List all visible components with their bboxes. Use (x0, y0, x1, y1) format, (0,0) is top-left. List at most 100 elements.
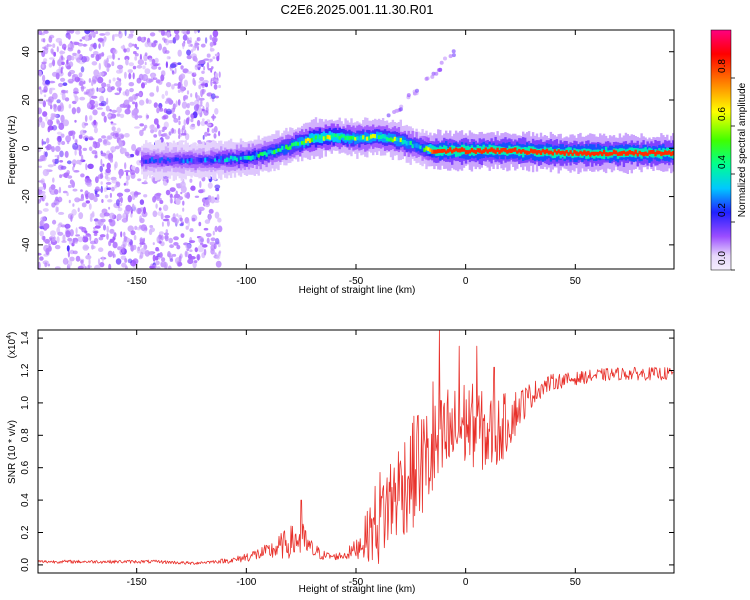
noise-speck (209, 58, 213, 62)
noise-speck (52, 219, 57, 225)
noise-speck (204, 131, 208, 137)
ridge-cell (152, 159, 156, 164)
ridge-cell (275, 149, 278, 153)
ridge-cell (522, 149, 525, 153)
noise-speck (65, 135, 71, 143)
noise-speck (121, 262, 127, 268)
noise-speck (116, 113, 121, 117)
ridge-cell (273, 149, 276, 155)
snr-series-line (38, 330, 674, 565)
noise-speck (106, 177, 111, 182)
colorbar-tick-label: 0.8 (717, 59, 728, 73)
noise-speck (84, 30, 91, 35)
noise-speck (74, 95, 79, 102)
ridge-cell (610, 152, 614, 156)
noise-speck (60, 77, 66, 82)
noise-speck (107, 136, 111, 139)
noise-speck (71, 100, 77, 105)
ridge-cell (283, 146, 286, 150)
noise-speck (174, 193, 181, 198)
noise-speck (85, 254, 92, 260)
noise-speck (42, 208, 49, 212)
ridge-cell (492, 148, 495, 153)
noise-speck (187, 253, 193, 260)
snr-x-tick-label: 50 (570, 577, 582, 588)
noise-speck (98, 72, 105, 76)
noise-speck (95, 220, 102, 226)
ridge-cell (466, 145, 470, 153)
noise-speck (61, 89, 67, 94)
noise-speck (130, 212, 133, 218)
ridge-cell (354, 137, 357, 141)
noise-speck (183, 119, 187, 126)
noise-speck (38, 70, 41, 76)
noise-speck (125, 204, 132, 212)
ridge-cell (514, 147, 517, 152)
noise-speck (144, 250, 150, 257)
ridge-cell (237, 155, 241, 161)
noise-speck (149, 124, 155, 130)
noise-speck (59, 49, 64, 56)
ridge-cell (612, 149, 616, 155)
echo-speck (386, 113, 391, 118)
ridge-cell (306, 137, 310, 146)
noise-speck (130, 165, 136, 170)
ridge-cell (265, 152, 268, 157)
noise-speck (92, 109, 98, 116)
ridge-cell (224, 158, 227, 163)
noise-speck (50, 230, 56, 237)
noise-speck (132, 65, 137, 70)
noise-speck (151, 58, 156, 66)
noise-speck (41, 154, 47, 162)
noise-speck (153, 118, 159, 125)
noise-speck (161, 257, 166, 262)
noise-speck (99, 95, 104, 103)
colorbar: 0.0 0.2 0.4 0.6 0.8 Normalized spectral ampl… (710, 29, 748, 271)
noise-speck (100, 150, 103, 155)
noise-speck (173, 236, 179, 241)
ridge-cell (156, 158, 160, 163)
noise-speck (91, 61, 98, 66)
noise-speck (66, 170, 70, 175)
ridge-cell (585, 151, 588, 157)
noise-speck (177, 99, 181, 106)
ridge-cell (427, 147, 430, 151)
ridge-cell (518, 148, 521, 153)
noise-speck (214, 79, 218, 82)
noise-speck (80, 66, 85, 73)
noise-speck (91, 211, 95, 217)
noise-speck (127, 195, 132, 203)
noise-speck (204, 219, 211, 224)
noise-speck (198, 60, 205, 65)
noise-speck (108, 218, 113, 223)
noise-speck (170, 63, 177, 69)
ridge-cell (198, 157, 201, 163)
noise-speck (196, 37, 199, 41)
ridge-cell (364, 137, 367, 141)
noise-speck (77, 198, 85, 202)
noise-speck (46, 44, 53, 47)
ridge-cell (387, 138, 391, 142)
noise-speck (141, 36, 145, 42)
ridge-cell (330, 134, 333, 139)
noise-speck (139, 237, 144, 243)
noise-speck (80, 189, 83, 192)
noise-speck (131, 144, 137, 151)
noise-speck (72, 238, 75, 245)
noise-speck (173, 117, 179, 123)
noise-speck (99, 33, 106, 36)
noise-speck (67, 71, 72, 77)
noise-speck (130, 172, 136, 179)
noise-speck (51, 238, 56, 242)
noise-speck (77, 49, 81, 53)
spectrogram-x-axis: -150 -100 -50 0 50 (127, 30, 581, 287)
noise-speck (38, 210, 43, 215)
ridge-cell (360, 135, 363, 141)
noise-speck (156, 236, 160, 244)
noise-speck (120, 231, 123, 238)
ridge-cell (350, 136, 353, 140)
noise-speck (206, 53, 211, 58)
noise-speck (198, 80, 204, 84)
noise-speck (200, 43, 206, 48)
noise-speck (84, 35, 89, 42)
